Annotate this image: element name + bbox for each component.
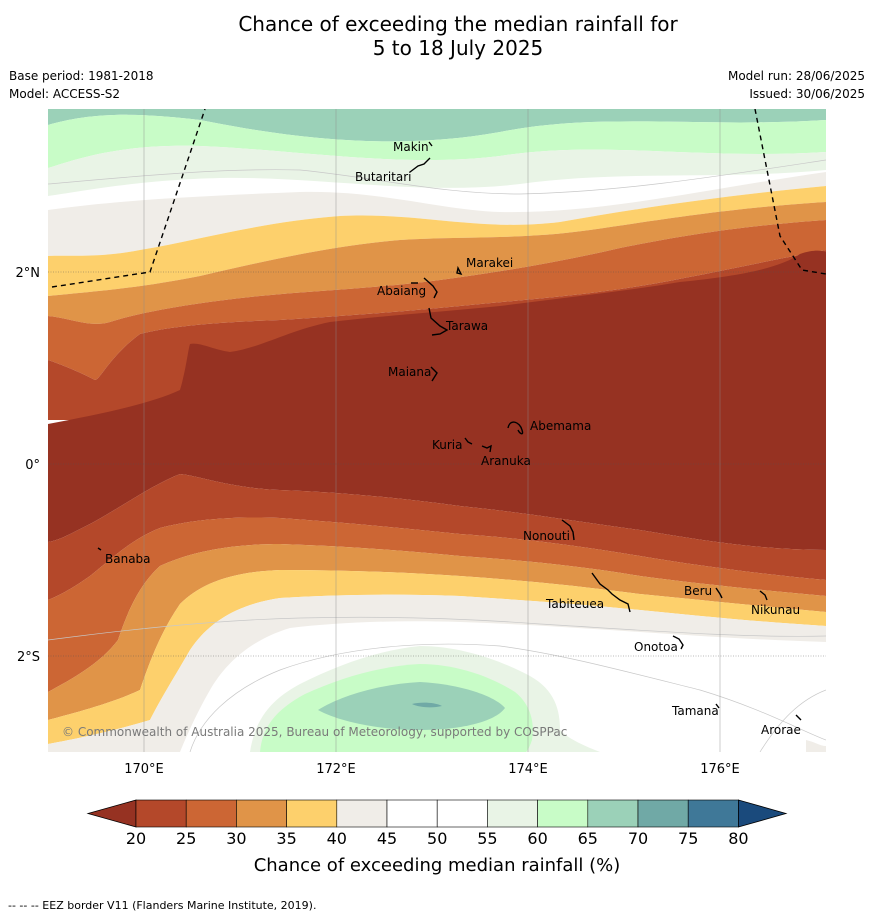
title-line-2: 5 to 18 July 2025 bbox=[372, 36, 544, 60]
colorbar-under-arrow bbox=[86, 799, 137, 828]
colorbar: 20 25 30 35 40 45 50 55 60 65 70 75 80 bbox=[86, 799, 788, 848]
colorbar-tick-label: 20 bbox=[126, 829, 146, 848]
colorbar-tick-label: 40 bbox=[327, 829, 347, 848]
lat-tick-0: 0° bbox=[25, 458, 40, 473]
lat-tick-2n: 2°N bbox=[16, 266, 41, 281]
colorbar-segment bbox=[436, 799, 488, 828]
place-label: Aranuka bbox=[481, 454, 531, 468]
meta-left: Base period: 1981-2018 Model: ACCESS-S2 bbox=[9, 67, 154, 103]
place-label: Beru bbox=[684, 584, 712, 598]
colorbar-segment bbox=[336, 799, 388, 828]
place-label: Tabiteuea bbox=[545, 597, 604, 611]
colorbar-segment bbox=[637, 799, 689, 828]
place-label: Arorae bbox=[761, 723, 801, 737]
place-label: Maiana bbox=[388, 365, 431, 379]
colorbar-tick-label: 60 bbox=[527, 829, 547, 848]
colorbar-tick-label: 50 bbox=[427, 829, 447, 848]
place-label: Kuria bbox=[432, 438, 463, 452]
place-label: Tarawa bbox=[445, 319, 488, 333]
colorbar-tick-label: 70 bbox=[628, 829, 648, 848]
colorbar-segment bbox=[587, 799, 639, 828]
title-line-1: Chance of exceeding the median rainfall … bbox=[238, 12, 678, 36]
lon-tick-170: 170°E bbox=[124, 762, 164, 777]
lon-tick-172: 172°E bbox=[316, 762, 356, 777]
place-label: Tamana bbox=[671, 704, 719, 718]
place-label: Abaiang bbox=[377, 284, 426, 298]
colorbar-segment bbox=[687, 799, 739, 828]
map-title: Chance of exceeding the median rainfall … bbox=[0, 12, 873, 60]
place-label: Butaritari bbox=[355, 170, 412, 184]
colorbar-segment bbox=[286, 799, 338, 828]
place-label: Onotoa bbox=[634, 640, 678, 654]
lon-tick-176: 176°E bbox=[700, 762, 740, 777]
issued-date: Issued: 30/06/2025 bbox=[749, 87, 865, 101]
place-label: Nikunau bbox=[751, 603, 800, 617]
eez-footnote: -- -- -- EEZ border V11 (Flanders Marine… bbox=[8, 899, 317, 912]
place-label: Banaba bbox=[105, 552, 151, 566]
colorbar-tick-label: 30 bbox=[226, 829, 246, 848]
colorbar-tick-label: 35 bbox=[276, 829, 296, 848]
lat-tick-2s: 2°S bbox=[17, 650, 40, 665]
place-label: Marakei bbox=[466, 256, 513, 270]
colorbar-segment bbox=[537, 799, 589, 828]
colorbar-segment bbox=[185, 799, 237, 828]
place-labels: Makin Butaritari Marakei Abaiang Tarawa … bbox=[105, 140, 801, 737]
place-label: Nonouti bbox=[523, 529, 570, 543]
colorbar-segment bbox=[386, 799, 438, 828]
colorbar-tick-label: 45 bbox=[377, 829, 397, 848]
place-label: Abemama bbox=[530, 419, 591, 433]
rainfall-contours bbox=[48, 109, 826, 752]
colorbar-title: Chance of exceeding median rainfall (%) bbox=[254, 855, 621, 876]
model-name: Model: ACCESS-S2 bbox=[9, 87, 121, 101]
copyright-credit: © Commonwealth of Australia 2025, Bureau… bbox=[62, 725, 567, 739]
colorbar-tick-label: 65 bbox=[578, 829, 598, 848]
colorbar-segment bbox=[487, 799, 538, 828]
colorbar-segment bbox=[135, 799, 187, 828]
model-run: Model run: 28/06/2025 bbox=[727, 69, 865, 83]
colorbar-tick-label: 80 bbox=[728, 829, 748, 848]
colorbar-tick-label: 25 bbox=[176, 829, 196, 848]
place-label: Makin bbox=[393, 140, 429, 154]
base-period: Base period: 1981-2018 bbox=[9, 69, 154, 83]
lon-tick-174: 174°E bbox=[508, 762, 548, 777]
colorbar-tick-label: 75 bbox=[678, 829, 698, 848]
colorbar-segment bbox=[236, 799, 287, 828]
colorbar-tick-label: 55 bbox=[477, 829, 497, 848]
meta-right: Model run: 28/06/2025 Issued: 30/06/2025 bbox=[728, 67, 865, 103]
colorbar-over-arrow bbox=[738, 799, 788, 828]
